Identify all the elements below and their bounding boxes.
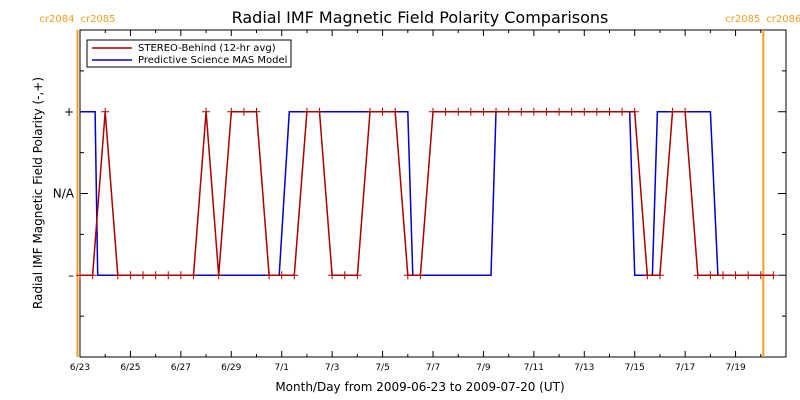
data-point-stereo: [365, 107, 374, 116]
y-tick-label: N/A: [53, 187, 75, 201]
x-tick-label: 7/13: [574, 363, 594, 373]
data-point-stereo: [744, 271, 753, 280]
data-point-stereo: [492, 107, 501, 116]
data-point-stereo: [454, 107, 463, 116]
legend: STEREO-Behind (12-hr avg) Predictive Sci…: [86, 39, 292, 68]
data-point-stereo: [592, 107, 601, 116]
x-tick-label: 7/15: [625, 363, 645, 373]
x-tick-label: 6/29: [221, 363, 241, 373]
data-point-stereo: [176, 271, 185, 280]
axes: 6/23 6/25 6/27 6/29 7/1 7/3 7/5 7/7 7/9 7/11 7/13 7…: [53, 29, 787, 373]
data-point-stereo: [441, 107, 450, 116]
data-point-stereo: [302, 107, 311, 116]
y-tick-label: +: [64, 105, 74, 119]
data-point-stereo: [416, 271, 425, 280]
x-tick-label: 6/23: [70, 363, 90, 373]
data-point-stereo: [731, 271, 740, 280]
data-point-stereo: [391, 107, 400, 116]
data-point-stereo: [227, 107, 236, 116]
data-point-stereo: [252, 107, 261, 116]
data-point-stereo: [151, 271, 160, 280]
x-tick-label: 7/11: [524, 363, 544, 373]
data-point-stereo: [769, 271, 778, 280]
data-point-stereo: [555, 107, 564, 116]
x-tick-label: 7/7: [426, 363, 440, 373]
data-point-stereo: [618, 107, 627, 116]
carrington-markers: cr2084 cr2085 cr2085 cr2086: [39, 14, 800, 357]
x-tick-label: 6/25: [120, 363, 140, 373]
x-tick-label: 7/9: [476, 363, 491, 373]
data-point-stereo: [277, 271, 286, 280]
data-point-stereo: [630, 107, 639, 116]
carrington-label-right: cr2085: [80, 14, 115, 25]
carrington-label-right: cr2086: [766, 14, 800, 25]
data-point-stereo: [378, 107, 387, 116]
data-point-stereo: [429, 107, 437, 116]
carrington-label-left: cr2084: [39, 14, 74, 25]
data-point-stereo: [718, 271, 727, 280]
data-point-stereo: [164, 271, 173, 280]
data-point-stereo: [542, 107, 551, 116]
data-point-stereo: [529, 107, 538, 116]
data-point-stereo: [101, 107, 110, 116]
data-point-stereo: [681, 107, 690, 116]
data-point-stereo: [340, 271, 349, 280]
legend-box: [86, 39, 292, 68]
data-point-stereo: [693, 271, 702, 280]
data-point-stereo: [756, 271, 765, 280]
y-tick-label: –: [68, 268, 74, 282]
data-point-stereo: [605, 107, 614, 116]
data-point-stereo: [202, 107, 211, 116]
x-tick-label: 6/27: [171, 363, 191, 373]
data-point-stereo: [504, 107, 513, 116]
data-point-stereo: [315, 107, 324, 116]
legend-label-stereo: STEREO-Behind (12-hr avg): [138, 43, 276, 54]
data-point-stereo: [328, 271, 337, 280]
data-point-stereo: [88, 271, 97, 280]
x-tick-label: 7/17: [675, 363, 695, 373]
data-point-stereo: [567, 107, 576, 116]
data-point-stereo: [214, 271, 223, 280]
data-point-stereo: [353, 271, 362, 280]
data-point-stereo: [479, 107, 488, 116]
data-point-stereo: [139, 271, 148, 280]
chart-title: Radial IMF Magnetic Field Polarity Compa…: [232, 8, 609, 27]
legend-label-mas: Predictive Science MAS Model: [138, 55, 287, 66]
plot-frame: [79, 29, 787, 358]
data-point-stereo: [517, 107, 526, 116]
data-point-stereo: [290, 271, 299, 280]
data-point-stereo: [126, 271, 135, 280]
data-point-stereo: [643, 271, 652, 280]
data-point-stereo: [76, 271, 84, 280]
x-tick-label: 7/3: [325, 363, 339, 373]
data-point-stereo: [655, 271, 664, 280]
data-point-stereo: [239, 107, 248, 116]
carrington-label-left: cr2085: [725, 14, 760, 25]
y-axis-label: Radial IMF Magnetic Field Polarity (-,+): [31, 77, 45, 309]
data-point-stereo: [403, 271, 412, 280]
x-tick-label: 7/1: [274, 363, 288, 373]
data-point-stereo: [668, 107, 677, 116]
x-tick-label: 7/19: [725, 363, 745, 373]
data-point-stereo: [189, 271, 198, 280]
x-tick-label: 7/5: [375, 363, 389, 373]
series-line-stereo: [80, 111, 774, 277]
series-layer: [76, 107, 778, 280]
data-point-stereo: [580, 107, 589, 116]
data-point-stereo: [706, 271, 715, 280]
data-point-stereo: [265, 271, 274, 280]
x-axis-label: Month/Day from 2009-06-23 to 2009-07-20 …: [275, 380, 564, 394]
data-point-stereo: [113, 271, 122, 280]
data-point-stereo: [466, 107, 475, 116]
